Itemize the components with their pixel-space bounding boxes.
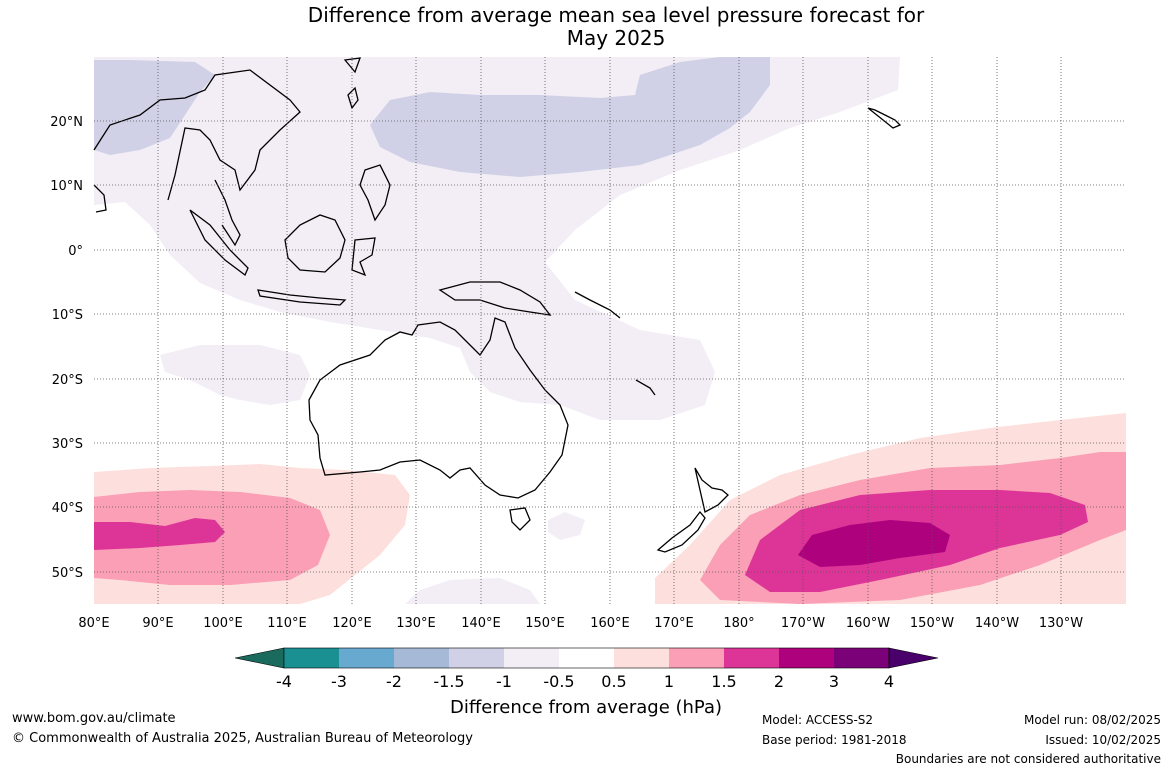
coast-taiwan bbox=[347, 86, 359, 110]
lat-label: 10°S bbox=[52, 308, 83, 323]
region-neg05-indian bbox=[160, 345, 310, 405]
lon-label: 160°E bbox=[590, 616, 630, 631]
colorbar-tick: -1.5 bbox=[433, 672, 464, 691]
colorbar-tick: 0.5 bbox=[601, 672, 626, 691]
lat-labels: 20°N 10°N 0° 10°S 20°S 30°S 40°S 50°S bbox=[50, 115, 83, 581]
coast-new-caledonia bbox=[635, 379, 656, 396]
coast-tasmania bbox=[509, 507, 531, 531]
region-neg05-south bbox=[405, 578, 540, 604]
colorbar-tick: -3 bbox=[331, 672, 347, 691]
colorbar-swatch bbox=[834, 648, 889, 668]
footer-copyright: © Commonwealth of Australia 2025, Austra… bbox=[12, 731, 473, 746]
lat-label: 0° bbox=[68, 244, 83, 259]
lon-label: 170°E bbox=[654, 616, 694, 631]
footer-base-period: Base period: 1981-2018 bbox=[762, 733, 907, 747]
colorbar-swatch bbox=[724, 648, 779, 668]
lon-label: 90°E bbox=[142, 616, 173, 631]
lon-label: 180° bbox=[723, 616, 754, 631]
lon-label: 150°W bbox=[910, 616, 954, 631]
coast-java bbox=[257, 289, 347, 306]
colorbar-title: Difference from average (hPa) bbox=[450, 697, 722, 718]
map-title: Difference from average mean sea level p… bbox=[0, 4, 1173, 50]
coast-new-guinea bbox=[438, 281, 552, 316]
coast-hawaii bbox=[867, 107, 902, 129]
lon-label: 80°E bbox=[78, 616, 109, 631]
lon-label: 100°E bbox=[203, 616, 243, 631]
coast-borneo bbox=[284, 214, 346, 273]
colorbar-tick: -0.5 bbox=[543, 672, 574, 691]
colorbar-tick: 2 bbox=[774, 672, 784, 691]
anomaly-shading bbox=[94, 57, 1126, 604]
lon-label: 110°E bbox=[267, 616, 307, 631]
lon-label: 130°W bbox=[1039, 616, 1083, 631]
coast-solomons bbox=[574, 291, 621, 319]
colorbar: -4 -3 -2 -1.5 -1 -0.5 0.5 1 1.5 2 3 4 Di… bbox=[234, 647, 939, 718]
colorbar-tick: 1 bbox=[664, 672, 674, 691]
footer-model: Model: ACCESS-S2 bbox=[762, 713, 874, 727]
lat-label: 40°S bbox=[52, 501, 83, 516]
lon-labels: 80°E 90°E 100°E 110°E 120°E 130°E 140°E … bbox=[78, 616, 1083, 631]
colorbar-swatch bbox=[284, 648, 339, 668]
title-line-2: May 2025 bbox=[566, 26, 666, 50]
colorbar-tick: -1 bbox=[496, 672, 512, 691]
coast-philippines bbox=[359, 164, 391, 222]
lon-label: 170°W bbox=[781, 616, 825, 631]
colorbar-tick: -2 bbox=[386, 672, 402, 691]
colorbar-tick: 1.5 bbox=[711, 672, 736, 691]
lon-label: 160°W bbox=[846, 616, 890, 631]
lon-label: 150°E bbox=[525, 616, 565, 631]
lon-label: 130°E bbox=[396, 616, 436, 631]
colorbar-tick: -4 bbox=[276, 672, 292, 691]
region-neg05-tropics bbox=[94, 57, 900, 420]
colorbar-swatch bbox=[504, 648, 559, 668]
colorbar-swatch bbox=[339, 648, 394, 668]
lat-label: 10°N bbox=[50, 179, 83, 194]
footer-url[interactable]: www.bom.gov.au/climate bbox=[12, 711, 176, 726]
colorbar-swatch bbox=[614, 648, 669, 668]
coast-nz-north bbox=[694, 467, 729, 513]
coast-asia bbox=[93, 69, 301, 201]
footer-issued: Issued: 10/02/2025 bbox=[1045, 733, 1161, 747]
region-neg1-west bbox=[94, 60, 215, 155]
lat-label: 50°S bbox=[52, 566, 83, 581]
region-pos15-west bbox=[94, 518, 225, 550]
colorbar-extend-low bbox=[234, 647, 285, 669]
footer-model-run: Model run: 08/02/2025 bbox=[1023, 713, 1161, 727]
region-pos2-east bbox=[798, 520, 950, 567]
coast-nz-south bbox=[656, 510, 706, 553]
coast-india bbox=[93, 184, 107, 213]
colorbar-swatch bbox=[449, 648, 504, 668]
lon-label: 140°W bbox=[975, 616, 1019, 631]
colorbar-extend-high bbox=[888, 647, 939, 669]
lat-label: 20°N bbox=[50, 115, 83, 130]
map-frame bbox=[93, 57, 1126, 604]
colorbar-swatch bbox=[559, 648, 614, 668]
coast-australia bbox=[308, 317, 569, 499]
lon-label: 120°E bbox=[332, 616, 372, 631]
lon-label: 140°E bbox=[461, 616, 501, 631]
region-neg1-north bbox=[370, 57, 770, 177]
coast-sumatra bbox=[189, 209, 249, 277]
colorbar-swatch bbox=[394, 648, 449, 668]
region-neg05-tasmania bbox=[548, 512, 585, 540]
colorbar-swatch bbox=[669, 648, 724, 668]
graticule bbox=[94, 57, 1126, 604]
colorbar-tick: 3 bbox=[829, 672, 839, 691]
footer-disclaimer: Boundaries are not considered authoritat… bbox=[895, 752, 1161, 766]
lat-label: 20°S bbox=[52, 373, 83, 388]
coast-malay bbox=[214, 179, 241, 247]
title-line-1: Difference from average mean sea level p… bbox=[307, 3, 925, 27]
colorbar-swatch bbox=[779, 648, 834, 668]
lat-label: 30°S bbox=[52, 437, 83, 452]
colorbar-tick: 4 bbox=[884, 672, 894, 691]
colorbar-outline bbox=[283, 647, 890, 669]
coast-japan-south bbox=[343, 57, 361, 74]
